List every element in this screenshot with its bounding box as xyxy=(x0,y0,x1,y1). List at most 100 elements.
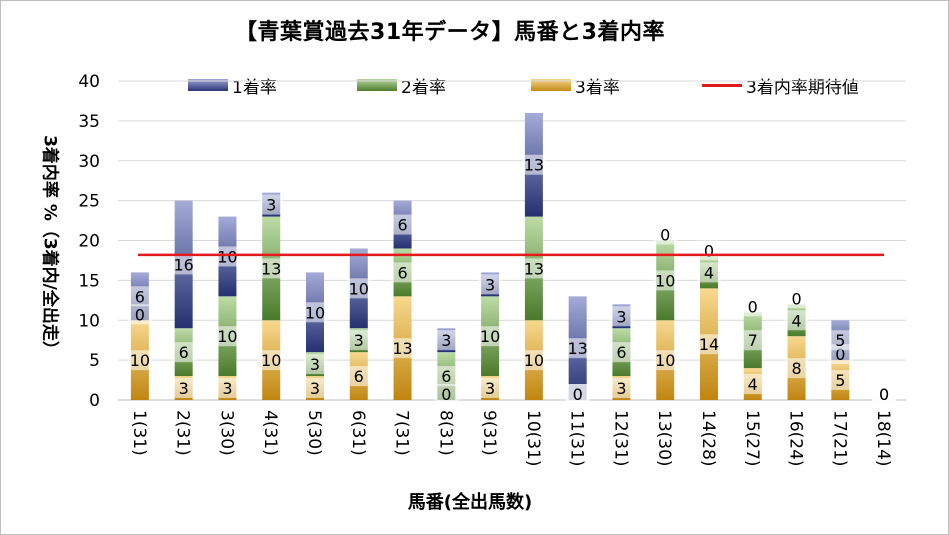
data-label-3rd-16: 8 xyxy=(791,359,801,378)
data-label-bg xyxy=(303,302,327,323)
data-label-1st-16: 0 xyxy=(791,289,801,308)
data-label-1st-14: 0 xyxy=(704,241,714,260)
data-label-bg xyxy=(697,262,721,283)
x-tick-label: 3(30) xyxy=(216,410,236,456)
data-label-2nd-15: 7 xyxy=(748,331,758,350)
data-label-bg xyxy=(390,262,415,283)
chart-title: 【青葉賞過去31年データ】馬番と3着内率 xyxy=(235,20,665,45)
data-label-3rd-15: 4 xyxy=(748,375,758,394)
x-tick-label: 17(21) xyxy=(829,410,849,467)
data-label-1st-4: 3 xyxy=(266,196,276,215)
data-label-bg xyxy=(346,366,371,387)
data-label-bg xyxy=(303,378,327,399)
legend-label-expected: 3着内率期待値 xyxy=(746,77,859,98)
data-label-bg xyxy=(784,310,809,331)
data-label-bg xyxy=(171,254,196,275)
data-label-1st-8: 3 xyxy=(441,331,451,350)
data-label-3rd-12: 3 xyxy=(616,379,626,398)
data-label-bg xyxy=(478,378,503,399)
data-label-2nd-16: 4 xyxy=(791,311,801,330)
data-label-bg xyxy=(697,334,721,355)
data-label-2nd-2: 6 xyxy=(179,343,189,362)
y-tick-label: 40 xyxy=(78,72,100,92)
data-label-2nd-3: 10 xyxy=(217,327,237,346)
data-label-3rd-4: 10 xyxy=(261,351,281,370)
data-label-1st-15: 0 xyxy=(748,297,758,316)
x-tick-label: 4(31) xyxy=(260,410,280,456)
x-tick-label: 10(31) xyxy=(523,410,543,467)
data-label-1st-9: 3 xyxy=(485,275,495,294)
data-label-3rd-10: 10 xyxy=(524,351,544,370)
data-label-bg xyxy=(346,330,371,351)
data-label-bg xyxy=(390,338,415,359)
data-label-1st-11: 13 xyxy=(567,339,587,358)
x-tick-label: 14(28) xyxy=(698,410,718,467)
legend-item-2nd: 2着率 xyxy=(357,76,446,98)
data-label-bg xyxy=(215,326,240,347)
data-label-1st-7: 6 xyxy=(397,216,407,235)
data-label-2nd-14: 4 xyxy=(704,263,714,282)
data-label-bg xyxy=(653,224,678,245)
data-label-bg xyxy=(565,384,590,404)
data-label-2nd-1: 0 xyxy=(135,305,145,324)
legend-item-1st: 1着率 xyxy=(188,76,277,98)
data-label-2nd-8: 6 xyxy=(441,367,451,386)
data-label-1st-5: 10 xyxy=(305,303,325,322)
data-label-bg xyxy=(784,288,809,309)
data-label-3rd-5: 3 xyxy=(310,379,320,398)
data-label-2nd-11: 0 xyxy=(573,385,583,404)
legend-swatch-2nd xyxy=(357,79,397,91)
data-label-bg xyxy=(434,330,459,351)
x-tick-label: 7(31) xyxy=(392,410,412,456)
data-label-bg xyxy=(346,278,371,299)
data-label-1st-17: 5 xyxy=(835,331,845,350)
data-label-bg xyxy=(784,358,809,379)
x-axis-label: 馬番(全出馬数) xyxy=(407,492,533,513)
data-label-bg xyxy=(828,370,853,391)
data-label-1st-2: 16 xyxy=(173,255,193,274)
y-tick-label: 10 xyxy=(78,311,100,331)
y-tick-label: 5 xyxy=(89,351,100,371)
y-tick-label: 25 xyxy=(78,192,100,212)
data-label-2nd-17: 0 xyxy=(835,345,845,364)
y-tick-label: 20 xyxy=(78,232,100,252)
data-label-bg xyxy=(740,374,765,395)
data-label-bg xyxy=(434,366,459,387)
data-label-bg xyxy=(127,286,152,307)
x-tick-label: 9(31) xyxy=(479,410,499,456)
data-label-bg xyxy=(215,378,240,399)
data-label-bg xyxy=(653,270,678,291)
legend-label-3rd: 3着率 xyxy=(575,77,620,98)
x-tick-label: 18(14) xyxy=(873,410,893,467)
data-label-bg xyxy=(259,350,284,371)
x-tick-label: 1(31) xyxy=(129,410,149,456)
legend-swatch-expected xyxy=(702,83,742,87)
data-label-2nd-4: 13 xyxy=(261,259,281,278)
data-label-bg xyxy=(565,338,590,359)
y-tick-label: 15 xyxy=(78,271,100,291)
legend-label-1st: 1着率 xyxy=(232,77,277,98)
data-label-2nd-10: 13 xyxy=(524,259,544,278)
data-label-bg xyxy=(609,306,634,327)
legend-swatch-3rd xyxy=(531,79,571,91)
data-label-bg xyxy=(740,296,765,317)
data-label-bg xyxy=(127,350,152,371)
data-label-bg xyxy=(609,342,634,363)
data-label-bg xyxy=(303,354,327,375)
data-label-bg xyxy=(259,194,284,215)
data-label-3rd-13: 10 xyxy=(655,351,675,370)
data-label-bg xyxy=(653,350,678,371)
y-tick-label: 35 xyxy=(78,112,100,132)
data-label-2nd-13: 10 xyxy=(655,271,675,290)
x-tick-label: 6(31) xyxy=(348,410,368,456)
data-label-3rd-6: 6 xyxy=(354,367,364,386)
data-label-1st-10: 13 xyxy=(524,156,544,175)
data-label-bg xyxy=(171,378,196,399)
data-label-bg xyxy=(521,154,546,175)
legend-item-expected: 3着内率期待値 xyxy=(702,76,859,98)
data-label-2nd-9: 10 xyxy=(480,327,500,346)
data-label-3rd-8: 0 xyxy=(441,385,451,404)
data-label-bg xyxy=(828,330,853,351)
data-label-3rd-9: 3 xyxy=(485,379,495,398)
x-tick-label: 11(31) xyxy=(567,410,587,467)
